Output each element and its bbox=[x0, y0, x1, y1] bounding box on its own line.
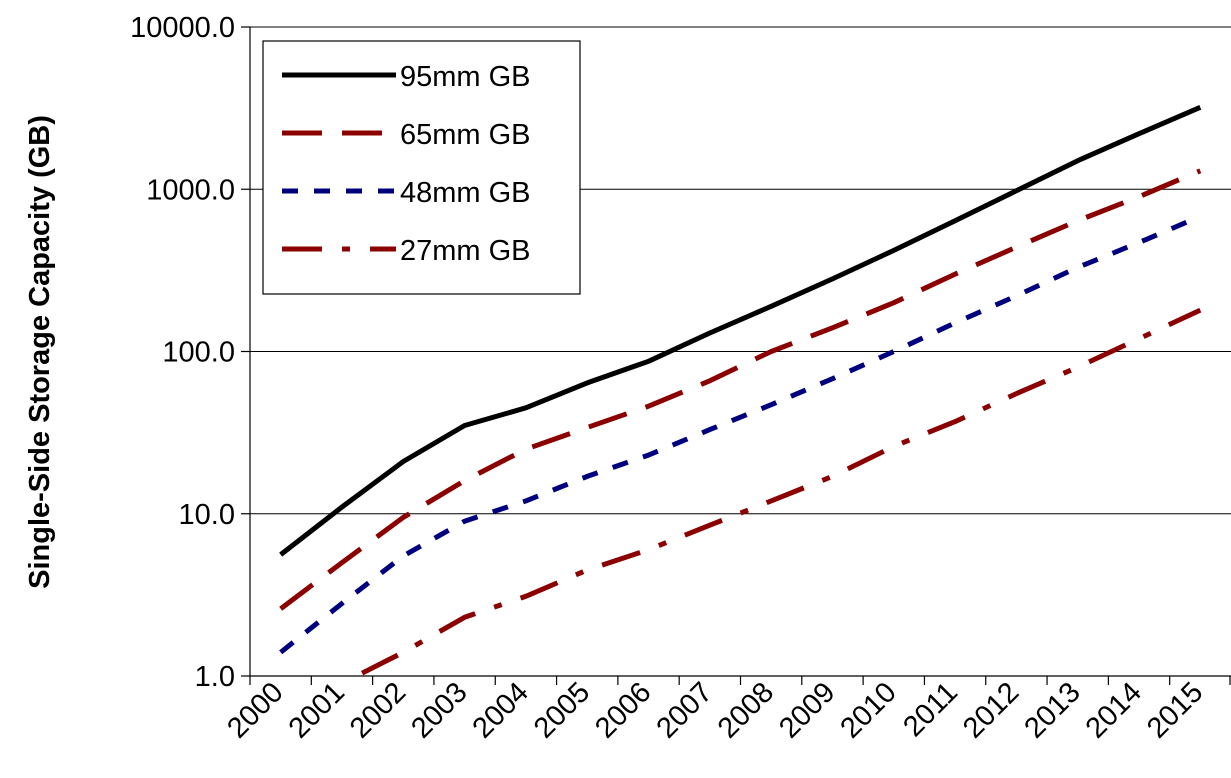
x-tick-label: 2015 bbox=[1141, 676, 1209, 744]
x-tick-label: 2012 bbox=[957, 676, 1025, 744]
legend-label: 65mm GB bbox=[400, 119, 531, 151]
x-tick-label: 2001 bbox=[283, 676, 351, 744]
series-line-95mm-gb bbox=[279, 105, 1202, 557]
x-tick-label: 2008 bbox=[712, 676, 780, 744]
x-tick-label: 2014 bbox=[1080, 676, 1148, 744]
legend-label: 95mm GB bbox=[400, 61, 531, 93]
legend-box bbox=[262, 40, 581, 295]
series-line-27mm-gb bbox=[351, 307, 1202, 676]
y-tick-label: 10000.0 bbox=[130, 12, 235, 44]
x-tick-label: 2006 bbox=[589, 676, 657, 744]
x-tick-label: 2011 bbox=[897, 676, 964, 743]
series-line-65mm-gb bbox=[279, 168, 1202, 611]
x-tick-label: 2007 bbox=[651, 676, 719, 744]
x-tick-label: 2004 bbox=[467, 676, 535, 744]
y-tick-label: 10.0 bbox=[179, 499, 235, 531]
y-axis-label: Single-Side Storage Capacity (GB) bbox=[24, 115, 56, 589]
y-tick-label: 1.0 bbox=[195, 661, 235, 693]
y-tick-label: 1000.0 bbox=[146, 174, 235, 206]
x-tick-label: 2002 bbox=[344, 676, 412, 744]
series-line-48mm-gb bbox=[279, 214, 1202, 655]
series-layer bbox=[279, 105, 1202, 676]
x-tick-label: 2003 bbox=[405, 676, 473, 744]
legend-label: 27mm GB bbox=[400, 235, 531, 267]
y-tick-label: 100.0 bbox=[162, 337, 235, 369]
x-tick-label: 2013 bbox=[1018, 676, 1086, 744]
legend-label: 48mm GB bbox=[400, 177, 531, 209]
x-tick-label: 2009 bbox=[773, 676, 841, 744]
x-tick-label: 2005 bbox=[528, 676, 596, 744]
legend: 95mm GB 65mm GB 48mm GB 27mm GB bbox=[262, 40, 581, 295]
x-tick-label: 2010 bbox=[834, 676, 902, 744]
